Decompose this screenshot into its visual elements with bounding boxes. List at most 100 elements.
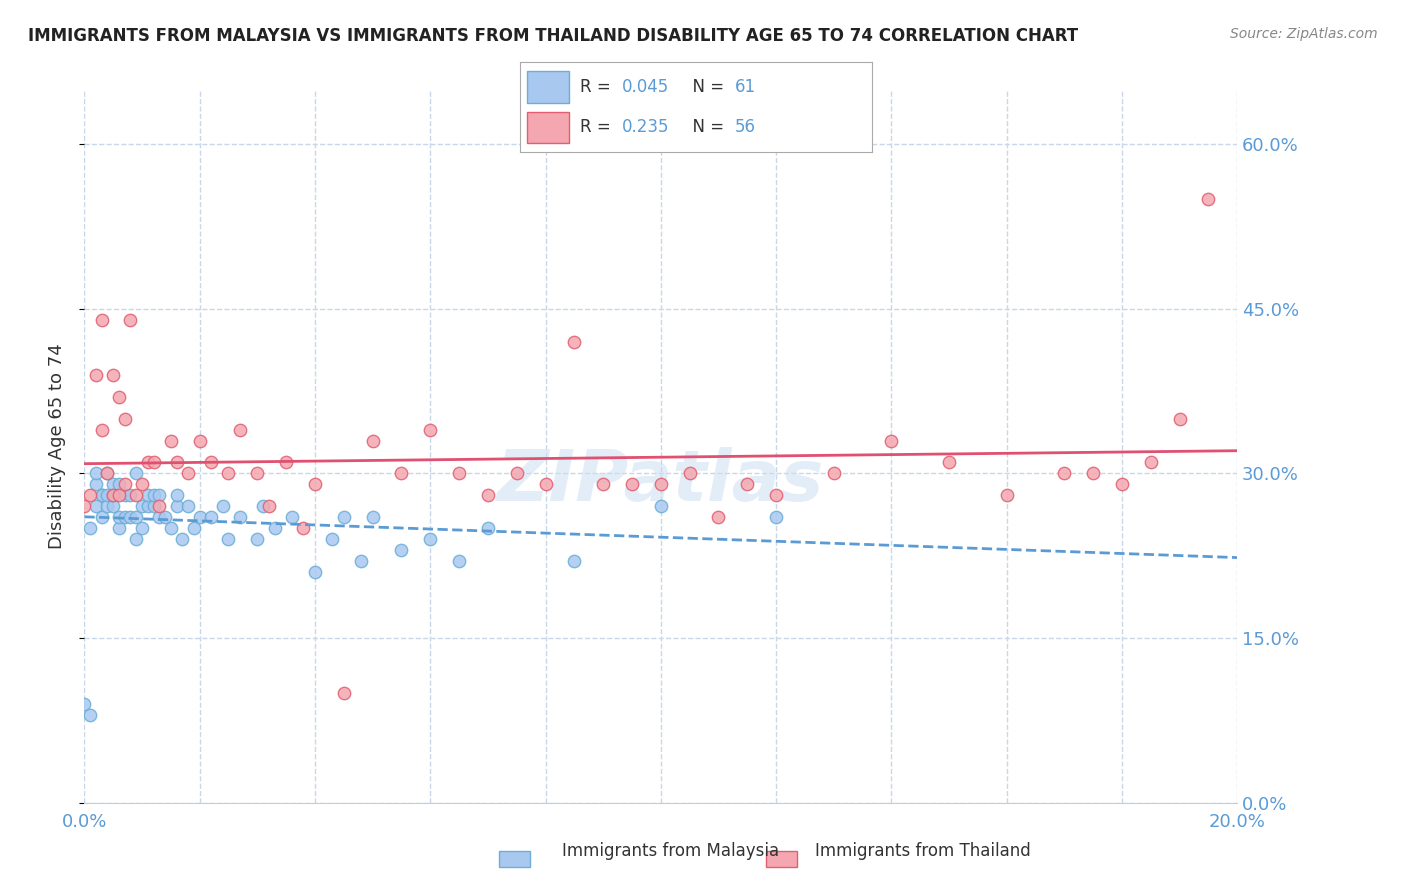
Point xyxy=(938,455,960,469)
Point xyxy=(120,510,142,524)
Point xyxy=(200,510,222,524)
Point xyxy=(1053,467,1076,481)
Point xyxy=(263,521,285,535)
Point xyxy=(765,488,787,502)
Point xyxy=(84,368,107,382)
Point xyxy=(103,488,124,502)
Point xyxy=(257,500,280,514)
Text: Immigrants from Thailand: Immigrants from Thailand xyxy=(815,842,1031,860)
Point xyxy=(506,467,529,481)
Text: ZIPatlas: ZIPatlas xyxy=(498,447,824,516)
Point xyxy=(125,533,148,547)
Point xyxy=(114,411,136,425)
Y-axis label: Disability Age 65 to 74: Disability Age 65 to 74 xyxy=(48,343,66,549)
Point xyxy=(84,467,107,481)
Bar xyxy=(527,112,569,143)
Point xyxy=(160,521,183,535)
Point xyxy=(79,521,101,535)
Point xyxy=(229,510,252,524)
Point xyxy=(246,533,269,547)
Point xyxy=(114,488,136,502)
Point xyxy=(737,477,759,491)
Point xyxy=(96,467,118,481)
Point xyxy=(90,423,112,437)
Point xyxy=(200,455,222,469)
Point xyxy=(166,500,188,514)
Point xyxy=(131,477,153,491)
Point xyxy=(73,500,96,514)
Text: N =: N = xyxy=(682,118,730,136)
Point xyxy=(350,554,373,568)
Point xyxy=(96,488,118,502)
Point xyxy=(281,510,304,524)
Point xyxy=(177,500,200,514)
Point xyxy=(108,477,131,491)
Point xyxy=(333,686,356,700)
Point xyxy=(84,500,107,514)
Point xyxy=(120,312,142,326)
Point xyxy=(218,533,240,547)
Point xyxy=(321,533,343,547)
Bar xyxy=(527,71,569,103)
Point xyxy=(103,477,124,491)
Text: 0.045: 0.045 xyxy=(621,78,669,96)
Text: 56: 56 xyxy=(734,118,755,136)
Point xyxy=(172,533,194,547)
Point xyxy=(142,488,165,502)
Point xyxy=(90,488,112,502)
Point xyxy=(108,521,131,535)
Point xyxy=(103,500,124,514)
Text: Immigrants from Malaysia: Immigrants from Malaysia xyxy=(562,842,779,860)
Point xyxy=(125,467,148,481)
Point xyxy=(166,488,188,502)
Point xyxy=(534,477,557,491)
Point xyxy=(218,467,240,481)
Point xyxy=(361,510,384,524)
Point xyxy=(120,488,142,502)
Point xyxy=(79,488,101,502)
Point xyxy=(995,488,1018,502)
Text: N =: N = xyxy=(682,78,730,96)
Point xyxy=(564,554,586,568)
Point xyxy=(765,510,787,524)
Point xyxy=(477,521,499,535)
Point xyxy=(142,500,165,514)
Point xyxy=(391,467,413,481)
Point xyxy=(391,543,413,558)
Point xyxy=(125,510,148,524)
Point xyxy=(125,488,148,502)
Point xyxy=(304,477,326,491)
Text: R =: R = xyxy=(581,118,616,136)
Point xyxy=(153,510,176,524)
Point xyxy=(592,477,614,491)
Text: R =: R = xyxy=(581,78,616,96)
Text: Source: ZipAtlas.com: Source: ZipAtlas.com xyxy=(1230,27,1378,41)
Point xyxy=(823,467,845,481)
Point xyxy=(183,521,205,535)
Point xyxy=(114,477,136,491)
Point xyxy=(96,467,118,481)
Point xyxy=(449,554,471,568)
Point xyxy=(252,500,274,514)
Point xyxy=(166,455,188,469)
Point xyxy=(650,500,672,514)
Point xyxy=(477,488,499,502)
Point xyxy=(136,500,159,514)
Point xyxy=(361,434,384,448)
Point xyxy=(73,697,96,711)
Text: 0.235: 0.235 xyxy=(621,118,669,136)
Point xyxy=(621,477,644,491)
Point xyxy=(108,390,131,404)
Point xyxy=(229,423,252,437)
Point xyxy=(142,455,165,469)
Point xyxy=(136,488,159,502)
Point xyxy=(148,510,170,524)
Text: 61: 61 xyxy=(734,78,756,96)
Point xyxy=(177,467,200,481)
Point xyxy=(1140,455,1163,469)
Point xyxy=(160,434,183,448)
Point xyxy=(90,312,112,326)
Point xyxy=(564,334,586,349)
Point xyxy=(103,488,124,502)
Point xyxy=(292,521,315,535)
